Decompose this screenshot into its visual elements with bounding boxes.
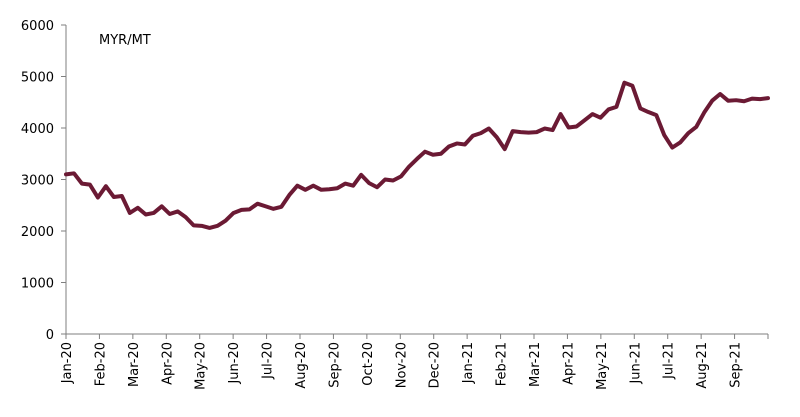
y-tick-label: 6000: [21, 19, 54, 34]
x-tick-label: May-21: [595, 342, 610, 390]
x-tick-label: Feb-20: [93, 342, 108, 386]
x-tick-label: Oct-20: [361, 342, 376, 386]
x-tick-label: Sep-21: [729, 342, 744, 388]
x-tick-label: Aug-21: [695, 342, 710, 389]
x-tick-label: Feb-21: [495, 342, 510, 386]
y-tick-label: 0: [46, 328, 54, 343]
x-axis: Jan-20 Feb-20 Mar-20 Apr-20 May-20 Jun-20 Jul-…: [60, 333, 769, 390]
x-tick-label: Apr-20: [160, 342, 175, 385]
x-tick-label: Jun-21: [628, 342, 643, 385]
x-tick-label: Jun-20: [227, 342, 242, 385]
y-axis: 0 1000 2000 3000 4000 5000 6000: [21, 19, 67, 343]
x-tick-label: Nov-20: [394, 342, 409, 388]
y-tick-label: 4000: [21, 122, 54, 137]
x-tick-label: Dec-20: [428, 342, 443, 388]
y-tick-label: 2000: [21, 225, 54, 240]
y-tick-label: 1000: [21, 277, 54, 292]
x-tick-label: Mar-21: [528, 342, 543, 387]
y-tick-label: 3000: [21, 174, 54, 189]
unit-label: MYR/MT: [99, 33, 151, 48]
x-tick-label: Mar-20: [127, 342, 142, 387]
x-tick-label: Jan-20: [60, 342, 75, 384]
series-line: [64, 80, 770, 230]
x-tick-label: Apr-21: [561, 342, 576, 385]
x-tick-label: May-20: [194, 342, 209, 390]
x-tick-label: Jan-21: [461, 342, 476, 384]
y-tick-label: 5000: [21, 71, 54, 86]
x-tick-label: Aug-20: [294, 342, 309, 389]
x-tick-label: Jul-20: [261, 342, 276, 380]
x-tick-label: Sep-20: [327, 342, 342, 388]
x-tick-label: Jul-21: [662, 342, 677, 380]
